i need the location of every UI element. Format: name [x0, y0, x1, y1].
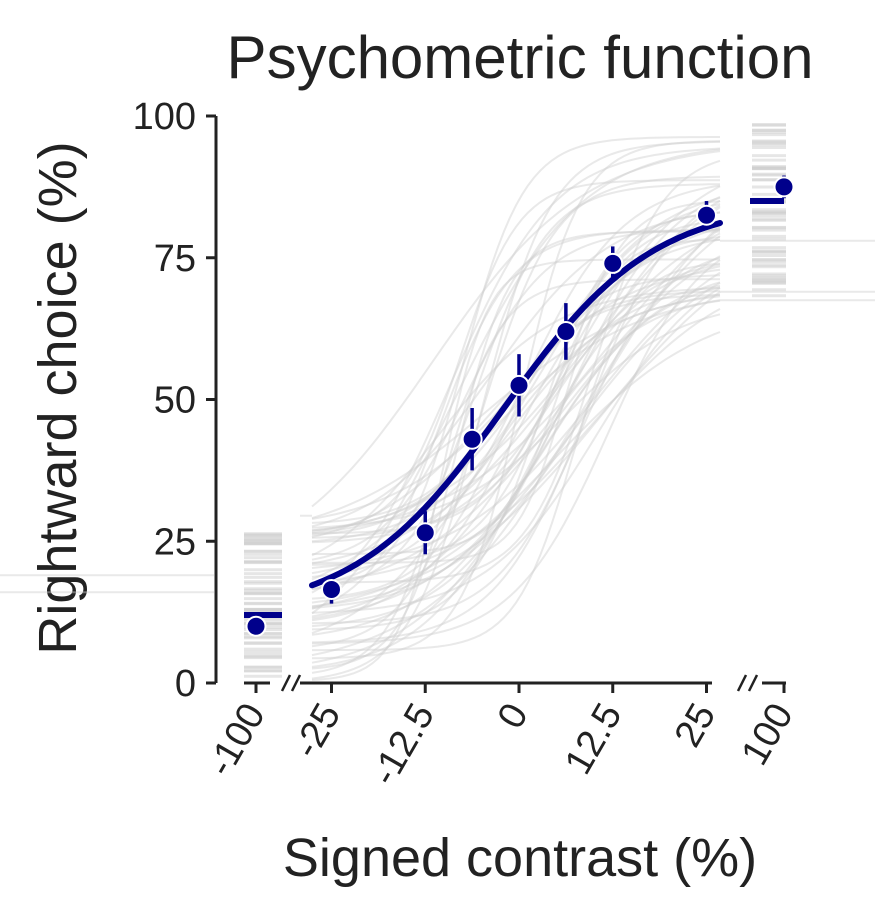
individual-fit-line [311, 299, 721, 581]
mean-point [773, 176, 795, 198]
individual-fit-line [311, 136, 720, 585]
individual-fit-line [311, 196, 721, 532]
individual-fit-line [311, 206, 721, 533]
mean-point [555, 320, 577, 342]
mean-point [321, 578, 342, 600]
individual-fit-line [311, 287, 721, 614]
individual-fit-line [311, 259, 721, 645]
x-tick-label: 12.5 [557, 697, 630, 782]
mean-point [602, 252, 624, 274]
individual-fit-line [311, 238, 721, 622]
individual-fit-line [311, 227, 721, 535]
x-tick-label: -100 [199, 697, 273, 784]
individual-fit-line [311, 185, 721, 618]
mean-point [508, 374, 530, 396]
x-axis-label: Signed contrast (%) [283, 828, 757, 888]
mean-point [461, 428, 483, 450]
individual-fit-line [311, 281, 721, 636]
individual-fit-line [312, 262, 721, 652]
individual-fit-line [311, 295, 721, 635]
individual-fit-line [311, 256, 721, 625]
individual-fit-line [311, 235, 721, 657]
individual-fit-line [311, 291, 721, 604]
individual-fit-line [311, 219, 721, 566]
individual-fit-line [311, 263, 721, 544]
individual-fit-line [311, 199, 721, 644]
individual-fit-line [311, 203, 721, 543]
individual-fit-line [311, 184, 721, 578]
mean-point [414, 522, 436, 544]
individual-fits [0, 123, 875, 681]
individual-fit-line [311, 274, 721, 600]
y-axis-label: Rightward choice (%) [28, 141, 88, 654]
individual-fit-line [311, 265, 721, 668]
individual-fit-line [311, 228, 721, 561]
individual-fit-line [311, 230, 720, 670]
individual-fit-line [311, 282, 721, 620]
y-tick-label: 75 [154, 238, 196, 280]
y-tick-label: 50 [154, 380, 196, 422]
x-tick-label: -12.5 [363, 697, 443, 793]
axis-break-mark [280, 674, 292, 692]
individual-fit-line [311, 271, 721, 569]
axis-break-mark [747, 674, 759, 692]
chart-title: Psychometric function [227, 24, 814, 91]
individual-fit-line [311, 211, 721, 631]
x-tick-label: 0 [490, 697, 537, 736]
individual-fit-line [312, 238, 721, 564]
individual-fit-line [311, 299, 721, 539]
individual-fit-line [312, 200, 721, 555]
individual-fit-line [311, 175, 721, 648]
individual-fit-line [311, 225, 721, 608]
axis-break-mark [736, 674, 748, 692]
individual-fit-line [311, 255, 721, 590]
individual-fit-line [311, 147, 721, 594]
x-tick-label: 25 [667, 697, 725, 755]
individual-fit-line [311, 229, 720, 610]
individual-fit-line [311, 211, 721, 528]
individual-fit-line [311, 148, 721, 615]
individual-fit-line [311, 140, 721, 680]
individual-fit-line [311, 258, 720, 681]
individual-fit-line [311, 331, 721, 608]
individual-fit-line [311, 284, 721, 575]
individual-fit-line [311, 286, 721, 609]
mean-point [245, 615, 267, 637]
individual-fit-line [311, 183, 720, 591]
mean-point [696, 204, 717, 226]
individual-fit-line [312, 159, 721, 584]
individual-fit-line [311, 140, 721, 660]
individual-fit-line [311, 236, 721, 535]
individual-fit-line [311, 308, 721, 584]
individual-fit-line [311, 313, 721, 529]
y-tick-label: 100 [133, 96, 196, 138]
x-tick-label: 100 [734, 697, 802, 773]
axis-break-mark [290, 674, 302, 692]
y-tick-label: 0 [175, 663, 196, 705]
individual-fit-line [311, 204, 721, 664]
y-tick-label: 25 [154, 521, 196, 563]
individual-fit-line [311, 179, 720, 532]
individual-fit-line [311, 287, 721, 557]
individual-fit-line [311, 278, 720, 674]
group-mean [244, 175, 795, 637]
x-tick-label: -25 [285, 697, 349, 766]
individual-fit-line [311, 150, 721, 508]
